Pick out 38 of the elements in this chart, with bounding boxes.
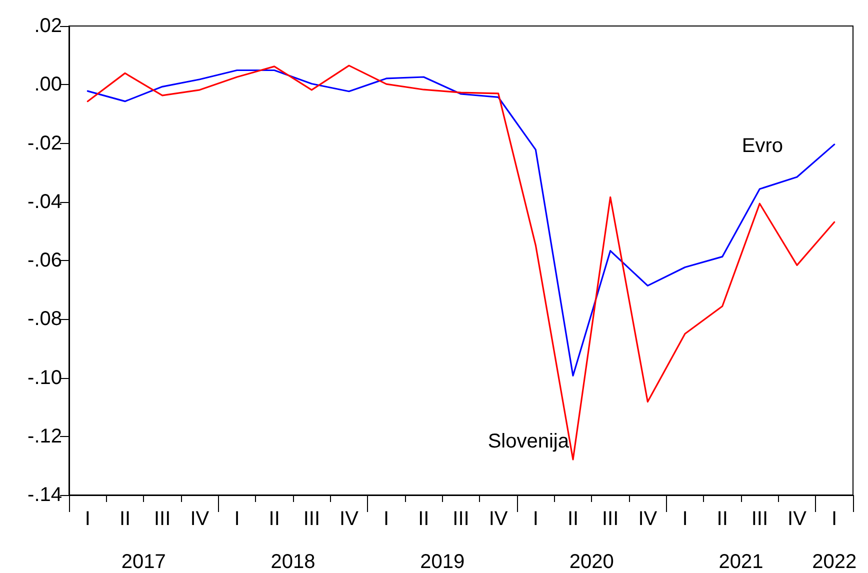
x-tick-label: III — [751, 508, 768, 530]
x-tick-label: I — [532, 508, 538, 530]
x-tick-label: IV — [190, 508, 210, 530]
x-tick-label: I — [832, 508, 838, 530]
text: 2019 — [420, 551, 465, 573]
y-tick-label: .02 — [34, 15, 62, 37]
x-tick-label: II — [716, 508, 728, 530]
x-tick-label: III — [602, 508, 619, 530]
series-label: Evro — [742, 134, 783, 157]
y-tick-label: -.10 — [28, 366, 62, 389]
text: 2021 — [718, 551, 764, 573]
text: 2022 — [812, 551, 857, 573]
x-tick-label: IV — [788, 508, 808, 530]
y-tick-label: -.14 — [28, 484, 62, 506]
y-tick-label: -.04 — [28, 190, 62, 213]
text: 2017 — [121, 551, 166, 573]
x-tick-label: III — [303, 508, 320, 530]
y-tick-label: -.12 — [28, 425, 62, 448]
x-tick-label: II — [268, 508, 280, 530]
x-tick-label: I — [682, 508, 688, 530]
series-label: Slovenija — [488, 430, 570, 453]
y-tick-label: -.08 — [28, 308, 62, 330]
x-tick-label: II — [418, 508, 430, 530]
x-tick-label: I — [234, 508, 240, 530]
x-tick-label: III — [452, 508, 470, 530]
y-tick-label: -.02 — [28, 132, 62, 154]
x-tick-label: I — [84, 508, 90, 530]
text: 2018 — [270, 551, 316, 573]
text: 2020 — [569, 551, 614, 573]
y-tick-label: -.06 — [28, 250, 62, 272]
y-tick-label: .00 — [34, 74, 62, 96]
x-tick-label: III — [154, 508, 171, 530]
x-tick-label: IV — [488, 508, 508, 530]
x-tick-label: IV — [638, 508, 658, 530]
x-tick-label: II — [567, 508, 579, 530]
x-tick-label: IV — [340, 508, 360, 530]
x-tick-label: I — [384, 508, 390, 530]
x-tick-label: II — [119, 508, 131, 530]
